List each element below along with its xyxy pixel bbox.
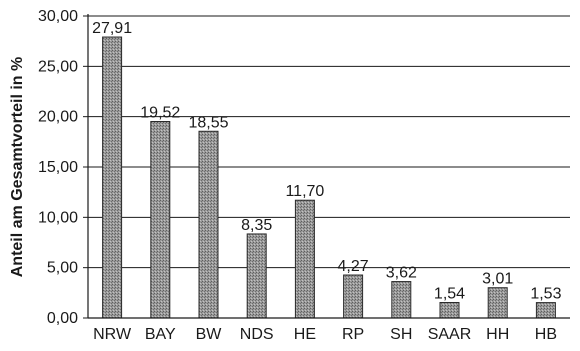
y-tick-label: 5,00	[47, 260, 78, 277]
bar-rp	[343, 274, 364, 319]
data-label-bw: 18,55	[188, 114, 228, 131]
x-tick-label-sh: SH	[390, 326, 412, 343]
bar-nrw	[102, 36, 123, 319]
data-label-saar: 1,54	[434, 285, 465, 302]
bar-hb	[535, 302, 556, 319]
x-tick-label-he: HE	[294, 326, 316, 343]
x-tick-label-nds: NDS	[240, 326, 274, 343]
bar-he	[294, 199, 315, 319]
y-tick-label: 20,00	[38, 109, 78, 126]
x-tick-labels: NRW BAY BW NDS HE RP SH SAAR HH HB	[93, 326, 557, 343]
data-label-sh: 3,62	[386, 265, 417, 282]
y-tick-label: 0,00	[47, 310, 78, 327]
bar-saar	[439, 301, 460, 319]
axes	[87, 14, 570, 319]
x-tick-label-rp: RP	[342, 326, 364, 343]
x-tick-label-bay: BAY	[145, 326, 176, 343]
x-tick-label-hb: HB	[535, 326, 557, 343]
y-tick-label: 30,00	[38, 8, 78, 25]
bar-sh	[391, 281, 412, 319]
bar-hh	[487, 287, 508, 319]
y-axis-label: Anteil am Gesamtvorteil in %	[9, 57, 26, 278]
x-tick-label-hh: HH	[486, 326, 509, 343]
data-label-hb: 1,53	[530, 286, 561, 303]
x-tick-label-nrw: NRW	[93, 326, 132, 343]
data-label-he: 11,70	[285, 183, 324, 200]
y-tick-label: 15,00	[38, 159, 78, 176]
data-label-rp: 4,27	[338, 258, 369, 275]
bars: 27,91 19,52 18,55 8,35 11,70 4,27 3,62 1,54 3,01…	[92, 20, 562, 319]
data-label-bay: 19,52	[140, 104, 180, 121]
bar-bw	[198, 130, 219, 319]
x-tick-label-saar: SAAR	[428, 326, 472, 343]
y-tick-label: 10,00	[38, 209, 78, 226]
bar-bay	[150, 120, 171, 319]
data-label-nrw: 27,91	[92, 20, 132, 37]
y-tick-label: 25,00	[38, 58, 78, 75]
data-label-nds: 8,35	[241, 217, 272, 234]
y-tick-labels: 0,00 5,00 10,00 15,00 20,00 25,00 30,00	[38, 8, 78, 327]
x-tick-label-bw: BW	[196, 326, 223, 343]
bar-nds	[246, 233, 267, 319]
data-label-hh: 3,01	[482, 271, 513, 288]
